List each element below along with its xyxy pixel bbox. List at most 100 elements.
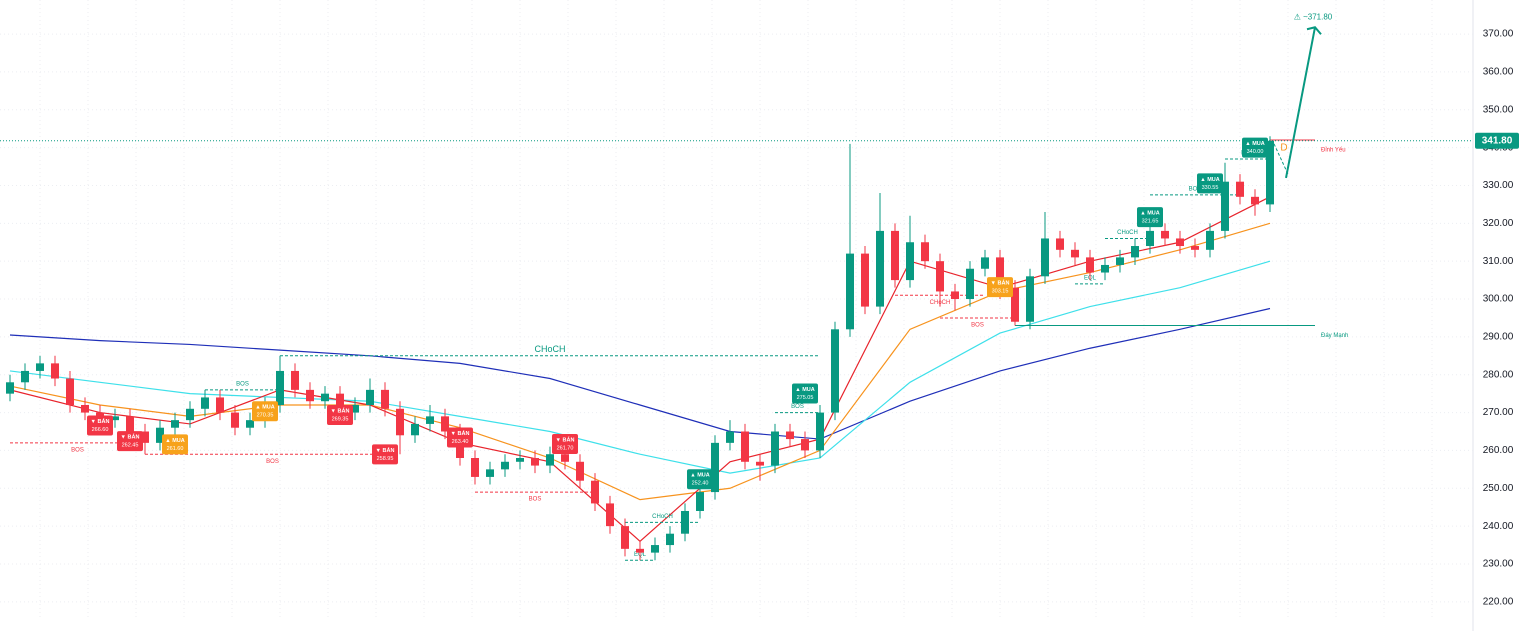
- candle-body: [366, 389, 374, 406]
- candle-body: [531, 457, 539, 466]
- candle-body: [1011, 287, 1019, 322]
- candle-body: [51, 363, 59, 379]
- candle-body: [726, 431, 734, 443]
- candle-body: [441, 416, 449, 432]
- y-tick-label: 320.00: [1483, 218, 1514, 229]
- candle-body: [891, 230, 899, 281]
- candle-body: [351, 405, 359, 413]
- signal-text: ▲ MUA: [1200, 177, 1220, 183]
- y-tick-label: 280.00: [1483, 369, 1514, 380]
- candle-body: [606, 503, 614, 527]
- signal-price: 263.40: [452, 439, 469, 445]
- projection-arrow: [1285, 26, 1322, 179]
- signal-price: 261.70: [557, 445, 574, 451]
- candle-body: [411, 423, 419, 436]
- signal-box: [687, 469, 713, 490]
- signal-box: [117, 431, 143, 452]
- candle-body: [621, 526, 629, 549]
- y-tick-label: 360.00: [1483, 67, 1514, 78]
- moving-average: [9, 307, 1271, 440]
- signal-price: 340.00: [1247, 149, 1264, 155]
- signal-box: [87, 415, 113, 436]
- signal-box: [792, 383, 818, 404]
- candle-body: [1251, 196, 1259, 205]
- signal-box: [327, 405, 353, 426]
- candle-body: [1116, 257, 1124, 265]
- structure-label: CHoCH: [1117, 230, 1138, 236]
- candle-body: [1071, 249, 1079, 258]
- signal-box: [252, 401, 278, 422]
- candle-body: [966, 268, 974, 300]
- candle-body: [936, 261, 944, 292]
- candle-body: [321, 393, 329, 402]
- signal-text: ▲ MUA: [1245, 141, 1265, 147]
- candle-body: [231, 412, 239, 428]
- signal: ▲ MUA 270.35: [252, 401, 278, 422]
- signal-price: 270.35: [257, 413, 274, 419]
- signal: ▲ MUA 275.05: [792, 383, 818, 404]
- signal-box: [1242, 137, 1268, 158]
- signal: ▼ BÁN 261.70: [552, 433, 578, 454]
- candle-body: [1176, 238, 1184, 247]
- structure-label: BOS: [266, 459, 279, 465]
- signal-text: ▼ BÁN: [121, 434, 140, 441]
- candle-body: [846, 253, 854, 330]
- candle-body: [156, 427, 164, 443]
- candle-body: [6, 382, 14, 394]
- last-price-label: 341.80: [1482, 135, 1513, 146]
- structure-label: BOS: [791, 404, 804, 410]
- candle-body: [741, 431, 749, 462]
- candle-body: [951, 291, 959, 300]
- y-tick-label: 250.00: [1483, 483, 1514, 494]
- candle-body: [1131, 246, 1139, 258]
- structure-label: BOS: [236, 381, 249, 387]
- candle-body: [426, 416, 434, 424]
- signal: ▼ BÁN 266.60: [87, 415, 113, 436]
- y-tick-label: 350.00: [1483, 104, 1514, 115]
- y-tick-label: 290.00: [1483, 332, 1514, 343]
- signal: ▼ BÁN 269.35: [327, 405, 353, 426]
- candle-body: [141, 431, 149, 443]
- candle-body: [921, 242, 929, 262]
- y-tick-label: 270.00: [1483, 407, 1514, 418]
- signal: ▼ BÁN 303.15: [987, 277, 1013, 298]
- candle-body: [396, 408, 404, 436]
- candle-body: [876, 230, 884, 307]
- structure-label: Đáy Mạnh: [1321, 333, 1348, 339]
- signal-text: ▲ MUA: [255, 405, 275, 411]
- structure-label: BOS: [529, 497, 542, 503]
- candle-body: [696, 492, 704, 511]
- y-tick-label: 240.00: [1483, 521, 1514, 532]
- candle-body: [786, 431, 794, 440]
- candle-body: [861, 253, 869, 307]
- candle-body: [1266, 140, 1274, 205]
- target-label: ⚠ ~371.80: [1294, 12, 1333, 21]
- candle-body: [711, 442, 719, 493]
- candle-body: [1026, 276, 1034, 322]
- candle-body: [906, 242, 914, 281]
- candle-body: [1191, 246, 1199, 250]
- structure-label: CHoCH: [652, 514, 673, 520]
- candle-body: [126, 416, 134, 432]
- candle-body: [1146, 230, 1154, 247]
- candle-body: [816, 412, 824, 451]
- projection-dash: [1273, 143, 1289, 175]
- signal-text: ▲ MUA: [795, 387, 815, 393]
- signal-price: 261.60: [167, 446, 184, 452]
- structure-label: BOS: [1189, 187, 1202, 193]
- candle-body: [666, 533, 674, 546]
- candle-body: [81, 405, 89, 413]
- candle-body: [516, 457, 524, 462]
- signal-box: [1197, 173, 1223, 194]
- candle-body: [381, 389, 389, 409]
- last-price-box: [1475, 132, 1519, 149]
- candle-body: [831, 329, 839, 413]
- y-tick-label: 370.00: [1483, 29, 1514, 40]
- candle-body: [1086, 257, 1094, 273]
- signal: ▼ BÁN 262.45: [117, 431, 143, 452]
- signal-text: ▲ MUA: [165, 438, 185, 444]
- candle-body: [291, 370, 299, 390]
- signal-text: ▼ BÁN: [991, 280, 1010, 287]
